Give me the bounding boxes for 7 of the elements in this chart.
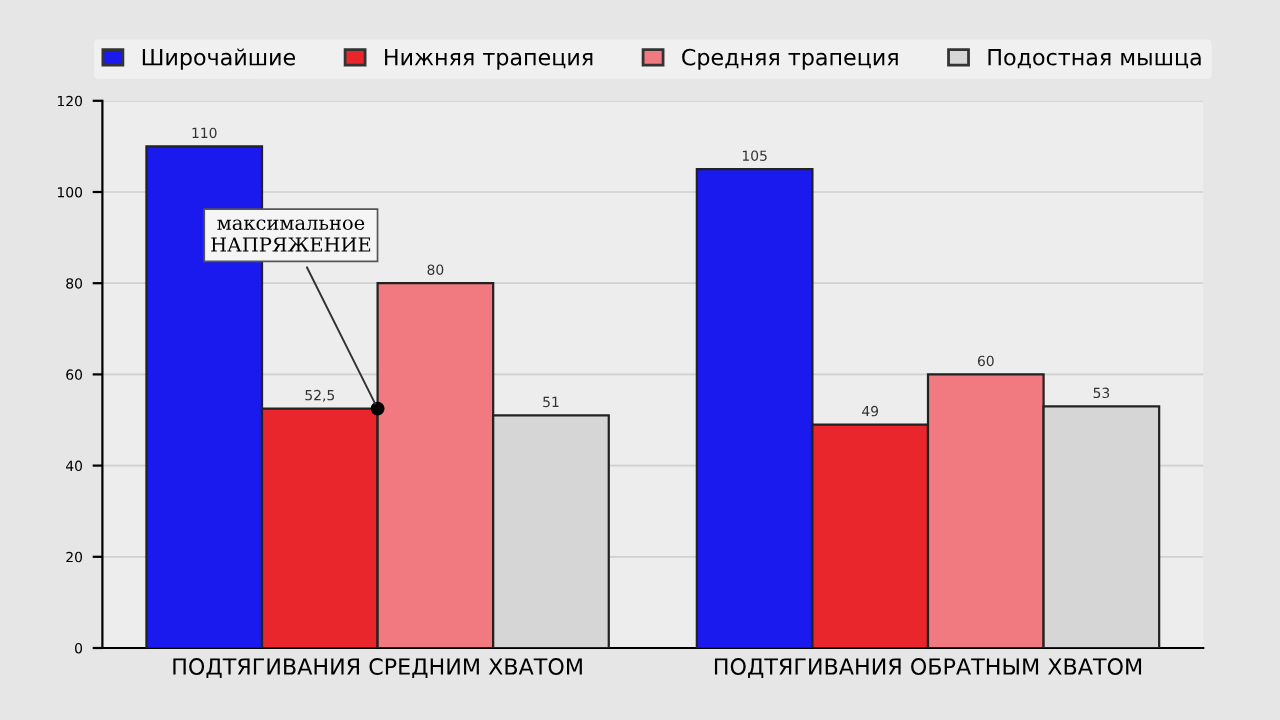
x-tick-label: ПОДТЯГИВАНИЯ ОБРАТНЫМ ХВАТОМ — [714, 658, 1142, 679]
legend-label: Средняя трапеция — [682, 48, 898, 70]
legend-label: Подостная мышца — [988, 49, 1201, 69]
legend-label: Широчайшие — [142, 48, 296, 70]
annotation: максимальное НАПРЯЖЕНИЕ — [211, 219, 371, 252]
x-tick-label: ПОДТЯГИВАНИЯ СРЕДНИМ ХВАТОМ — [173, 658, 582, 679]
legend-label: Нижняя трапеция — [385, 49, 593, 70]
